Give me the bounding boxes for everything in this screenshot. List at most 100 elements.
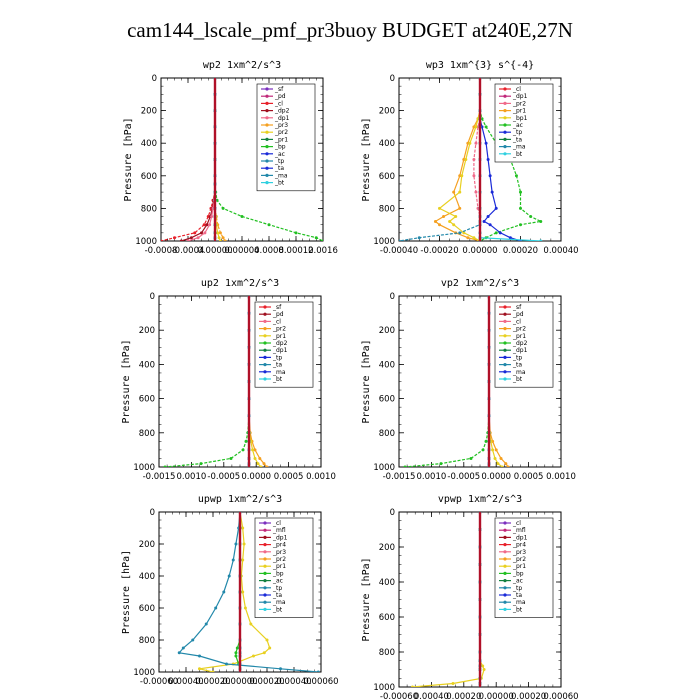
data-point [177,651,181,655]
legend-label: _tp [272,354,282,361]
data-point [442,215,446,219]
legend-marker [503,579,507,583]
data-point [198,654,201,658]
series-group [163,296,269,467]
data-point [243,606,247,610]
legend-marker [263,305,267,309]
legend-marker [263,600,267,604]
series-group [403,296,510,467]
x-tick-label: -0.00020 [420,246,458,256]
data-point [234,542,238,546]
legend-label: _ac [272,578,283,585]
data-point [403,465,407,467]
data-point [163,465,167,467]
data-point [496,462,500,466]
y-tick-label: 200 [379,326,395,336]
legend-marker [263,564,267,568]
data-point [321,239,323,241]
legend-marker [503,319,507,323]
legend-label: _pr4 [512,542,526,549]
legend-label: _ta [512,362,522,369]
x-tick-label: 0.00020 [249,677,284,687]
data-point [241,526,245,530]
legend-label: _bp [274,144,286,151]
legend-box [256,83,316,192]
data-point [244,439,248,443]
data-point [472,174,476,178]
data-point [225,662,228,666]
legend-marker [263,586,267,590]
legend-label: _sf [512,304,522,311]
y-tick-label: 0 [152,74,157,84]
legend-marker [503,101,507,105]
data-point [205,223,209,227]
legend-label: _dp2 [274,108,290,115]
data-point [211,670,215,672]
panel-title: upwp 1xm^2/s^3 [198,494,282,505]
data-point [234,651,238,655]
panel-title: up2 1xm^2/s^3 [201,278,279,289]
x-tick-label: -0.0004 [172,246,205,256]
legend-marker [265,130,269,134]
legend-marker [263,535,267,540]
x-tick-label: -0.0015 [383,472,416,482]
y-tick-label: 600 [139,604,155,614]
y-tick-label: 800 [379,648,395,658]
y-tick-label: 1000 [133,463,155,473]
x-tick-label: 0.00040 [414,692,449,700]
data-point [216,231,220,235]
data-point [481,448,485,452]
legend-marker [503,521,507,525]
legend-marker [503,543,507,547]
legend-label: _pd [274,93,286,100]
data-point [196,236,200,240]
data-point [221,236,225,240]
x-tick-label: 0.00020 [195,677,230,687]
data-point [223,239,227,241]
legend-label: _pr3 [512,549,526,556]
legend-marker [263,348,267,352]
x-tick-label: -0.00060 [380,692,418,700]
legend-label: _bp1 [512,115,528,122]
x-tick-label: 0.0010 [417,472,447,482]
legend-marker [265,137,269,141]
legend-marker [503,355,507,359]
data-point [438,223,441,227]
data-point [508,236,512,240]
y-tick-label: 1000 [373,683,395,693]
legend-label: _dp1 [512,93,528,100]
legend-marker [503,327,507,331]
x-tick-label: 0.00000 [462,246,497,256]
legend-label: _ta [272,592,282,599]
legend-label: _dp1 [512,347,528,354]
data-point [488,174,492,178]
data-point [241,590,245,594]
legend-label: _pr1 [512,333,526,340]
data-point [474,190,478,194]
x-tick-label: 0.00020 [503,246,538,256]
data-point [411,685,414,687]
series-group [411,512,486,687]
x-tick-label: 0.0010 [177,472,207,482]
legend-marker [503,370,507,374]
data-point [484,439,488,443]
y-axis-label: Pressure [hPa] [123,117,134,201]
data-point [262,651,266,655]
legend-marker [503,305,507,309]
legend-label: _pr2 [272,326,286,333]
legend-label: _ac [512,122,523,129]
data-point [256,462,260,466]
legend-label: _mfl [272,527,286,534]
data-point [229,456,233,460]
legend-label: _pr2 [512,556,526,563]
y-tick-label: 600 [141,172,157,182]
data-point [464,158,468,161]
data-point [217,236,221,240]
legend-label: _cl [272,318,281,325]
data-point [221,206,225,210]
data-point [181,646,185,650]
legend-label: _ta [272,362,282,369]
data-point [448,219,452,223]
panel-title: vp2 1xm^2/s^3 [441,278,519,289]
data-point [208,223,212,227]
